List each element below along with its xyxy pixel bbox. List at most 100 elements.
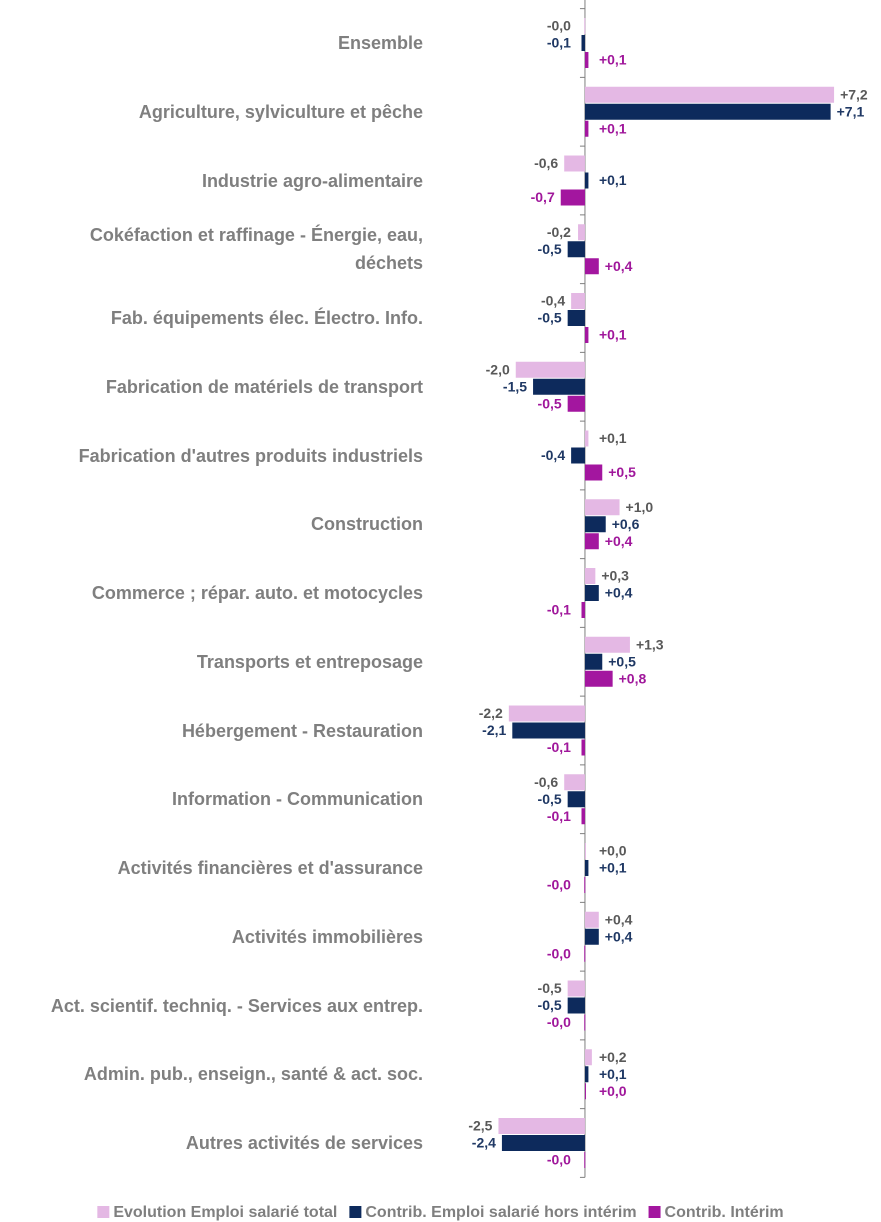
- bar: [581, 739, 585, 756]
- data-label: -0,0: [547, 18, 571, 34]
- data-label: -0,5: [538, 997, 562, 1013]
- bar: [564, 155, 585, 172]
- data-label: +0,4: [605, 928, 633, 944]
- bar: [581, 602, 585, 618]
- data-label: +7,1: [837, 103, 865, 119]
- legend-label: Contrib. Emploi salarié hors intérim: [365, 1204, 636, 1221]
- data-label: -0,1: [547, 808, 571, 824]
- data-label: -0,6: [534, 155, 558, 171]
- data-label: -2,2: [479, 705, 503, 721]
- data-label: -0,5: [538, 241, 562, 257]
- data-label: -2,4: [472, 1135, 496, 1151]
- bar: [584, 258, 599, 275]
- data-label: -0,7: [531, 189, 555, 205]
- data-label: +0,4: [605, 258, 633, 274]
- bar: [584, 860, 589, 876]
- data-label: -0,1: [547, 602, 571, 618]
- bar: [584, 945, 586, 962]
- bar: [560, 189, 585, 206]
- data-label: +0,2: [599, 1049, 627, 1065]
- data-label: +0,3: [601, 568, 629, 584]
- category-label: Information - Communication: [172, 789, 423, 810]
- bar: [508, 705, 585, 722]
- bar: [584, 670, 613, 687]
- bar: [584, 1152, 586, 1168]
- bar: [498, 1118, 585, 1134]
- legend-swatch: [349, 1206, 362, 1218]
- bar: [584, 877, 586, 893]
- data-label: +0,4: [605, 585, 633, 601]
- bar: [567, 310, 585, 326]
- data-label: +0,1: [599, 1066, 627, 1082]
- category-label: Commerce ; répar. auto. et motocycles: [91, 583, 423, 603]
- bar: [533, 378, 585, 395]
- data-label: +0,1: [599, 172, 627, 188]
- data-label: +0,8: [619, 670, 647, 686]
- bar: [578, 224, 585, 241]
- bar: [584, 843, 586, 859]
- bar: [584, 86, 835, 103]
- category-label: Ensemble: [337, 33, 423, 53]
- data-label: +0,4: [605, 911, 633, 927]
- data-label: -0,0: [547, 877, 571, 893]
- bar: [584, 120, 589, 137]
- data-label: -0,1: [547, 35, 571, 51]
- data-label: -0,4: [541, 447, 565, 463]
- legend-label: Contrib. Intérim: [665, 1204, 784, 1221]
- bar: [571, 447, 585, 464]
- data-label: +0,1: [599, 430, 627, 446]
- category-label: Cokéfaction et raffinage - Énergie, eau,…: [89, 225, 423, 274]
- bar: [584, 533, 599, 550]
- bar: [512, 722, 585, 739]
- data-label: +0,5: [608, 464, 636, 480]
- bar: [584, 18, 586, 34]
- data-label: -2,1: [482, 722, 506, 738]
- bar: [584, 911, 599, 928]
- bar: [584, 1083, 586, 1100]
- bar: [564, 774, 585, 791]
- bar: [567, 241, 585, 258]
- data-label: +0,5: [608, 653, 636, 669]
- bar: [584, 52, 589, 68]
- data-label: +0,4: [605, 533, 633, 549]
- bar: [584, 499, 620, 516]
- bar: [584, 636, 630, 653]
- data-label: +0,0: [599, 843, 627, 859]
- data-label: +1,0: [626, 499, 654, 515]
- bar: [584, 928, 599, 945]
- data-label: +0,6: [612, 516, 640, 532]
- bar: [584, 1066, 589, 1083]
- bar: [567, 980, 585, 997]
- bar: [584, 327, 589, 343]
- bar: [567, 791, 585, 808]
- data-label: +0,1: [599, 327, 627, 343]
- bar: [584, 516, 606, 533]
- category-label: Autres activités de services: [185, 1133, 423, 1153]
- bar: [581, 808, 585, 825]
- category-label: Activités financières et d'assurance: [117, 858, 423, 878]
- category-label: Fabrication de matériels de transport: [105, 376, 423, 397]
- data-label: +0,1: [599, 52, 627, 68]
- bar: [584, 430, 589, 447]
- bar: [584, 653, 603, 670]
- category-label: Act. scientif. techniq. - Services aux e…: [50, 995, 423, 1016]
- bar: [567, 395, 585, 412]
- data-label: -0,5: [538, 791, 562, 807]
- bar: [584, 1049, 592, 1066]
- data-label: -1,5: [503, 378, 527, 394]
- bar: [515, 361, 585, 378]
- data-label: -2,0: [486, 361, 510, 377]
- data-label: -2,5: [468, 1118, 492, 1134]
- bar: [584, 585, 599, 601]
- data-label: +0,1: [599, 860, 627, 876]
- category-label: Transports et entreposage: [196, 651, 423, 672]
- bar: [581, 35, 585, 51]
- bar: [584, 464, 603, 481]
- data-label: -0,5: [538, 980, 562, 996]
- data-label: +7,2: [840, 86, 868, 102]
- bar: [584, 1014, 586, 1031]
- bar: [501, 1135, 585, 1151]
- bar: [571, 293, 585, 309]
- bar: [584, 568, 596, 584]
